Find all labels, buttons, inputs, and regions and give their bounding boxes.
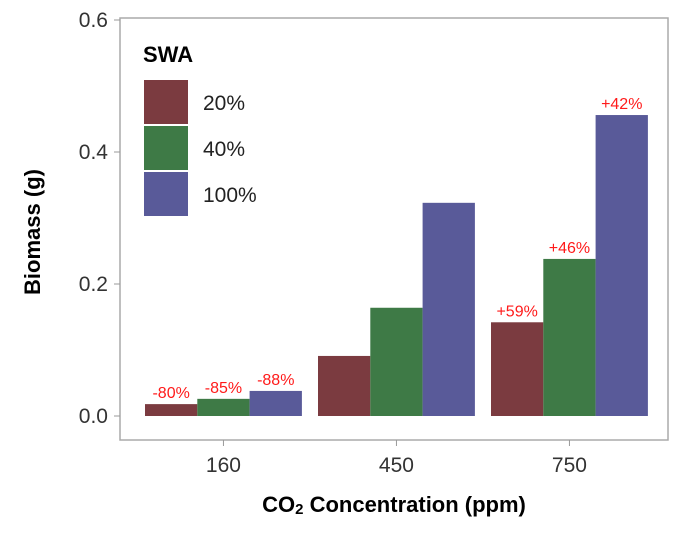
legend-swatch <box>144 80 188 124</box>
y-tick-label: 0.0 <box>79 405 108 428</box>
bar-100pct-160 <box>249 390 302 416</box>
legend-swatch <box>144 172 188 216</box>
bar-40pct-160 <box>197 398 250 416</box>
bar-40pct-450 <box>370 307 423 416</box>
data-label: +46% <box>549 240 590 257</box>
data-label: -85% <box>205 380 242 397</box>
bar-40pct-750 <box>543 258 596 416</box>
bar-100pct-750 <box>595 115 648 416</box>
legend-label: 20% <box>203 92 245 115</box>
legend-label: 40% <box>203 138 245 161</box>
plot-frame <box>119 17 669 441</box>
data-label: +59% <box>496 303 537 320</box>
legend-swatch <box>144 126 188 170</box>
bar-20pct-160 <box>145 404 198 416</box>
x-tick-label: 160 <box>206 454 241 477</box>
data-label: -88% <box>257 372 294 389</box>
bar-20pct-750 <box>491 322 544 416</box>
legend-label: 100% <box>203 184 257 207</box>
y-tick-label: 0.2 <box>79 273 108 296</box>
data-label: +42% <box>601 96 642 113</box>
bar-100pct-450 <box>422 202 475 416</box>
data-label: -80% <box>152 385 189 402</box>
y-axis-title: Biomass (g) <box>20 169 45 295</box>
x-tick-label: 750 <box>552 454 587 477</box>
legend-title: SWA <box>143 42 193 67</box>
bar-20pct-450 <box>318 355 371 416</box>
y-tick-label: 0.4 <box>79 141 109 164</box>
y-tick-label: 0.6 <box>79 9 108 32</box>
x-tick-label: 450 <box>379 454 414 477</box>
x-axis-title: CO2 Concentration (ppm) <box>262 492 526 518</box>
